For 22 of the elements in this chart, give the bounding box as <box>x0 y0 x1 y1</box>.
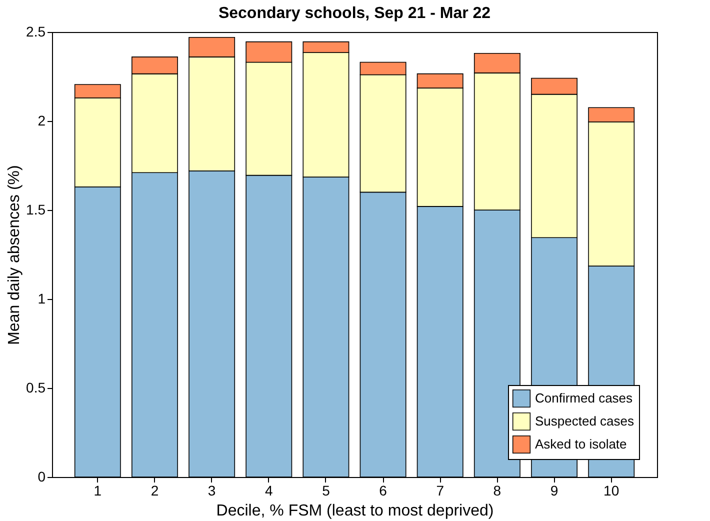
chart-title: Secondary schools, Sep 21 - Mar 22 <box>218 5 491 22</box>
x-tick-label: 8 <box>493 482 502 498</box>
y-tick-label: 0.5 <box>26 380 46 396</box>
x-tick-label: 9 <box>550 482 558 498</box>
y-tick-label: 2.5 <box>26 24 46 40</box>
y-axis-title: Mean daily absences (%) <box>6 165 24 345</box>
x-axis-title: Decile, % FSM (least to most deprived) <box>216 502 494 520</box>
legend-label: Confirmed cases <box>535 390 634 406</box>
y-tick-label: 2 <box>38 112 46 128</box>
y-tick-label: 0 <box>38 468 46 484</box>
y-tick-label: 1 <box>38 290 46 306</box>
x-tick-label: 1 <box>94 482 102 498</box>
x-tick-label: 3 <box>208 482 216 498</box>
legend-label: Suspected cases <box>535 414 635 428</box>
y-tick-label: 1.5 <box>26 202 46 218</box>
x-tick-label: 10 <box>604 482 620 498</box>
legend-label: Asked to isolate <box>535 436 627 452</box>
x-tick-label: 7 <box>436 482 444 498</box>
x-tick-label: 2 <box>150 482 159 498</box>
x-tick-label: 5 <box>322 482 330 498</box>
x-tick-label: 4 <box>264 482 273 498</box>
x-tick-label: 6 <box>379 482 388 498</box>
